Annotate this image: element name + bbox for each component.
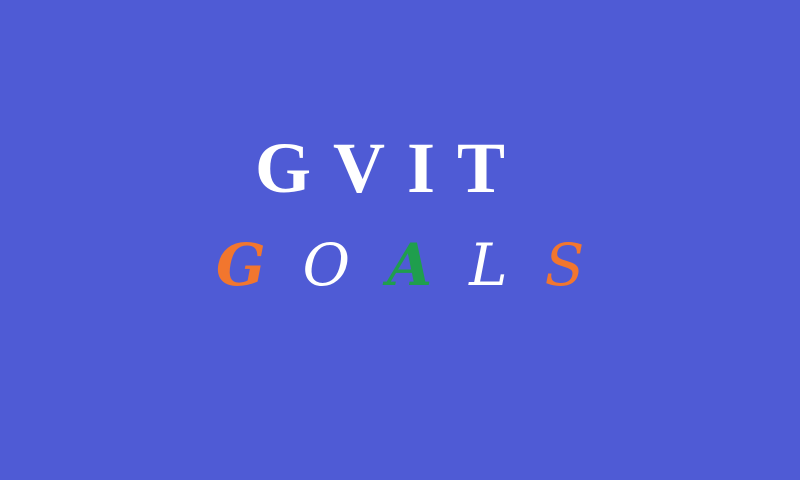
subtitle-letter-a: A [387, 231, 433, 299]
subtitle-letter-g: G [216, 231, 266, 299]
subtitle-letter-l: L [469, 231, 508, 299]
subtitle-letter-o: O [302, 231, 351, 299]
logo-subtitle: G O A L S [216, 228, 584, 299]
logo-title: GVIT [254, 128, 528, 208]
subtitle-letter-s: S [544, 231, 585, 299]
